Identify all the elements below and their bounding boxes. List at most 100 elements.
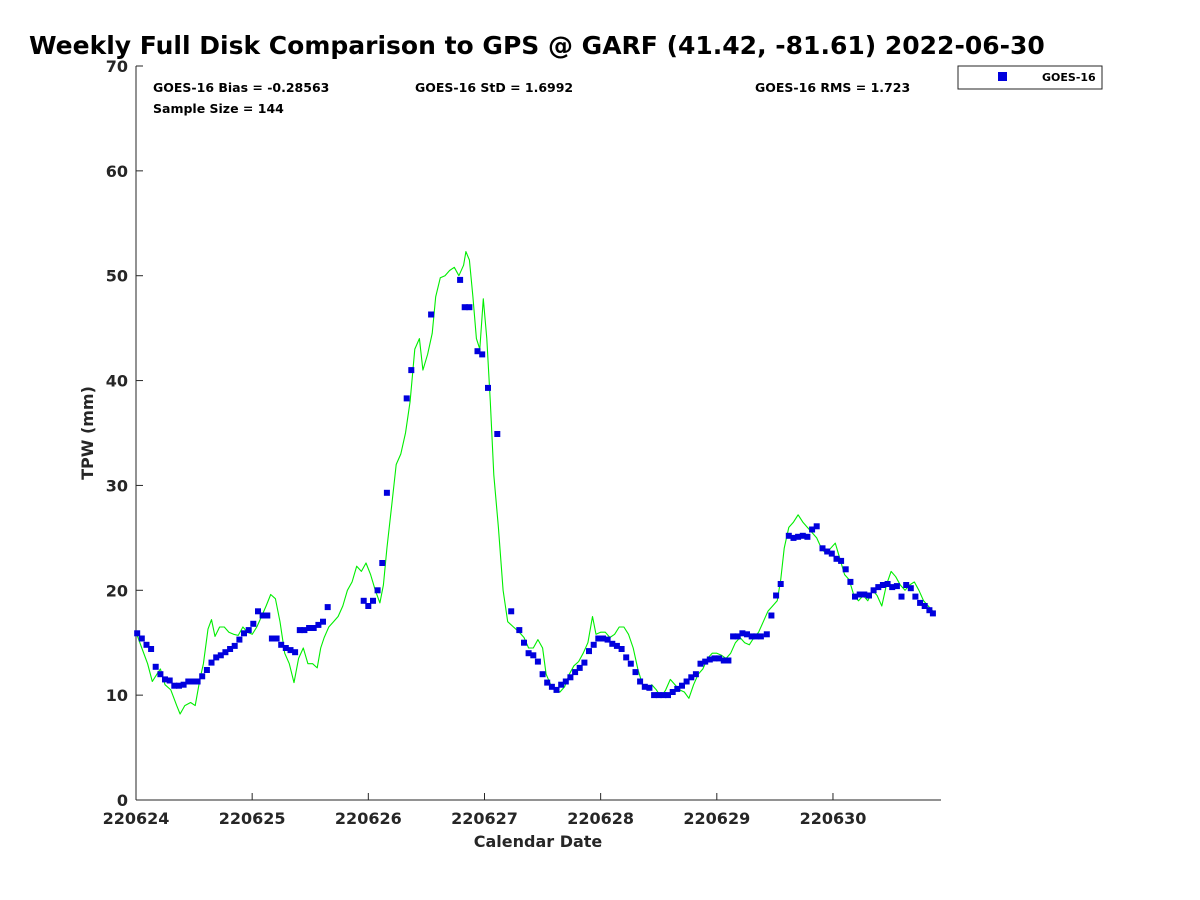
data-point-goes16 xyxy=(236,636,243,643)
data-point-goes16 xyxy=(287,647,294,654)
data-point-goes16 xyxy=(660,692,667,699)
data-point-goes16 xyxy=(674,685,681,692)
data-point-goes16 xyxy=(494,431,501,437)
data-point-goes16 xyxy=(842,566,849,573)
data-point-goes16 xyxy=(250,620,257,627)
x-tick-label: 220627 xyxy=(451,809,518,828)
data-point-goes16 xyxy=(632,669,639,676)
data-point-goes16 xyxy=(748,633,755,640)
data-point-goes16 xyxy=(544,679,551,686)
data-point-goes16 xyxy=(692,671,699,678)
data-point-goes16 xyxy=(306,625,313,631)
data-point-goes16 xyxy=(213,654,220,661)
data-point-goes16 xyxy=(428,311,435,318)
data-point-goes16 xyxy=(324,604,331,611)
data-point-goes16 xyxy=(360,597,367,604)
data-point-goes16 xyxy=(903,582,910,588)
data-point-goes16 xyxy=(521,639,527,646)
legend: GOES-16 xyxy=(957,65,1103,90)
y-tick-label: 50 xyxy=(106,267,128,286)
y-tick-label: 10 xyxy=(106,686,128,705)
data-point-goes16 xyxy=(208,659,215,666)
data-point-goes16 xyxy=(702,658,709,665)
data-point-goes16 xyxy=(278,641,285,648)
data-point-goes16 xyxy=(637,678,644,685)
data-point-goes16 xyxy=(917,599,924,606)
data-point-goes16 xyxy=(833,555,840,562)
data-point-goes16 xyxy=(189,678,196,685)
data-point-goes16 xyxy=(889,584,896,591)
data-point-goes16 xyxy=(590,641,597,648)
data-point-goes16 xyxy=(926,607,933,614)
data-point-goes16 xyxy=(683,678,690,685)
data-point-goes16 xyxy=(773,592,780,599)
data-point-goes16 xyxy=(790,534,797,541)
data-point-goes16 xyxy=(912,593,919,600)
data-point-goes16 xyxy=(613,642,620,649)
data-point-goes16 xyxy=(669,689,676,695)
data-point-goes16 xyxy=(576,664,583,671)
data-point-goes16 xyxy=(134,630,141,637)
y-tick-label: 0 xyxy=(117,791,128,810)
data-point-goes16 xyxy=(539,671,546,678)
data-point-goes16 xyxy=(875,584,882,591)
data-point-goes16 xyxy=(655,692,662,699)
data-point-goes16 xyxy=(595,635,602,642)
data-point-goes16 xyxy=(255,608,261,615)
x-tick-label: 220630 xyxy=(800,809,867,828)
data-point-goes16 xyxy=(861,591,868,598)
data-point-goes16 xyxy=(711,655,718,662)
data-point-goes16 xyxy=(199,673,206,680)
y-axis-label: TPW (mm) xyxy=(78,386,97,480)
plot-area xyxy=(135,66,941,801)
legend-label-goes16: GOES-16 xyxy=(1042,71,1096,84)
data-point-goes16 xyxy=(203,667,210,673)
data-point-goes16 xyxy=(757,633,764,640)
data-point-goes16 xyxy=(623,654,630,661)
data-point-goes16 xyxy=(301,627,308,634)
data-point-goes16 xyxy=(466,304,473,311)
data-point-goes16 xyxy=(162,676,168,683)
data-point-goes16 xyxy=(706,656,713,663)
sample-size-stat: Sample Size = 144 xyxy=(153,101,284,116)
data-point-goes16 xyxy=(370,597,376,604)
data-point-goes16 xyxy=(581,659,588,666)
data-point-goes16 xyxy=(567,674,574,681)
data-point-goes16 xyxy=(600,635,606,642)
plot-background xyxy=(136,66,941,800)
data-point-goes16 xyxy=(157,671,164,678)
y-tick-label: 30 xyxy=(106,476,128,495)
data-point-goes16 xyxy=(730,633,737,640)
data-point-goes16 xyxy=(315,621,322,628)
data-point-goes16 xyxy=(884,581,891,587)
data-point-goes16 xyxy=(739,630,746,637)
data-point-goes16 xyxy=(485,384,491,391)
data-point-goes16 xyxy=(227,646,234,652)
data-point-goes16 xyxy=(720,657,727,664)
data-point-goes16 xyxy=(231,642,238,649)
data-point-goes16 xyxy=(365,603,372,609)
y-tick-label: 40 xyxy=(106,372,128,391)
data-point-goes16 xyxy=(646,684,653,691)
data-point-goes16 xyxy=(618,646,625,652)
data-point-goes16 xyxy=(804,533,811,540)
data-point-goes16 xyxy=(763,631,770,638)
data-point-goes16 xyxy=(785,532,792,539)
data-point-goes16 xyxy=(516,627,523,634)
data-point-goes16 xyxy=(586,648,592,655)
data-point-goes16 xyxy=(264,612,271,619)
data-point-goes16 xyxy=(320,618,326,625)
y-ticks: 0 10 20 30 40 50 60 70 xyxy=(106,57,143,810)
y-tick-label: 60 xyxy=(106,162,128,181)
data-point-goes16 xyxy=(768,612,775,619)
data-point-goes16 xyxy=(194,678,201,685)
std-stat: GOES-16 StD = 1.6992 xyxy=(415,80,573,95)
data-point-goes16 xyxy=(558,681,565,688)
data-point-goes16 xyxy=(185,678,192,685)
data-point-goes16 xyxy=(282,645,289,651)
data-point-goes16 xyxy=(799,532,806,539)
data-point-goes16 xyxy=(651,692,658,699)
data-point-goes16 xyxy=(379,560,386,566)
data-point-goes16 xyxy=(725,657,732,664)
data-point-goes16 xyxy=(627,660,634,667)
